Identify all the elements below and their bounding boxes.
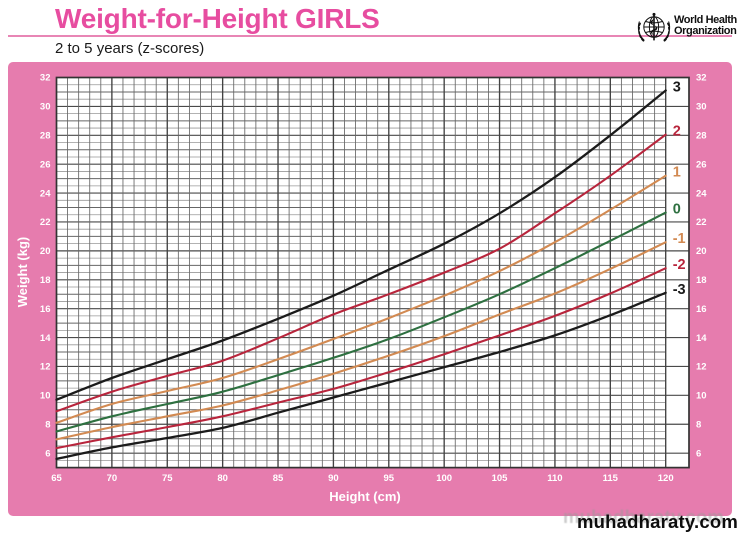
y-tick-left: 12: [40, 362, 51, 373]
y-tick-left: 28: [40, 130, 51, 141]
plot-border: [55, 76, 690, 469]
page-title: Weight-for-Height GIRLS: [55, 3, 380, 34]
y-tick-left: 18: [40, 275, 51, 286]
y-tick-right: 6: [696, 448, 701, 459]
x-tick: 105: [492, 473, 509, 484]
x-tick: 115: [603, 473, 619, 484]
y-tick-right: 10: [696, 391, 707, 402]
who-logo-line2: Organization: [674, 25, 737, 37]
curve-z-1: [55, 241, 667, 441]
who-logo-text: World Health Organization: [674, 15, 737, 37]
z-label--1: -1: [673, 231, 686, 247]
who-logo-line1: World Health: [674, 14, 737, 26]
z-label--3: -3: [673, 282, 686, 298]
chart-subtitle: 2 to 5 years (z-scores): [55, 40, 205, 57]
x-axis-title: Height (cm): [329, 489, 401, 504]
z-score-curves: [55, 89, 667, 461]
x-tick: 95: [384, 473, 395, 484]
who-emblem-icon: [637, 12, 671, 42]
curve-z-3: [55, 291, 667, 461]
z-label-1: 1: [673, 165, 681, 181]
y-tick-left: 10: [40, 391, 51, 402]
z-label--2: -2: [673, 257, 686, 273]
y-tick-right: 22: [696, 217, 707, 228]
y-tick-right: 18: [696, 275, 707, 286]
title-rule: [8, 35, 732, 37]
y-tick-left: 22: [40, 217, 51, 228]
y-tick-right: 14: [696, 333, 707, 344]
watermark-ghost: muhadharaty.com: [563, 506, 724, 527]
z-score-labels: 3 2 1 0 -1 -2 -3: [673, 80, 686, 298]
y-tick-right: 8: [696, 419, 701, 430]
x-tick: 65: [51, 473, 62, 484]
z-label-2: 2: [673, 124, 681, 140]
x-tick: 110: [547, 473, 562, 484]
y-tick-right: 12: [696, 362, 707, 373]
curve-z1: [55, 174, 667, 424]
curve-z-2: [55, 267, 667, 450]
watermark: muhadharaty.com: [577, 511, 738, 532]
y-tick-right: 28: [696, 130, 707, 141]
curve-z2: [55, 133, 667, 413]
y-tick-right: 30: [696, 102, 707, 113]
x-tick-labels: 65 70 75 80 85 90 95 100 105 110 115 120: [51, 473, 673, 484]
grid: [56, 77, 689, 468]
y-tick-left: 6: [45, 448, 50, 459]
z-label-0: 0: [673, 202, 681, 218]
curve-z3: [55, 89, 667, 401]
y-tick-right: 16: [696, 304, 707, 315]
x-tick: 85: [273, 473, 284, 484]
x-tick: 120: [658, 473, 674, 484]
x-tick: 80: [217, 473, 228, 484]
y-tick-right: 32: [696, 73, 707, 84]
curve-z0: [55, 211, 667, 433]
x-tick: 100: [436, 473, 452, 484]
x-tick: 90: [328, 473, 339, 484]
x-tick: 70: [107, 473, 118, 484]
y-tick-left: 20: [40, 246, 51, 257]
who-logo: World Health Organization: [636, 11, 740, 47]
y-tick-right: 24: [696, 188, 707, 199]
z-label-3: 3: [673, 80, 681, 96]
y-tick-left: 32: [40, 73, 51, 84]
y-tick-left: 30: [40, 102, 51, 113]
y-tick-left: 24: [40, 188, 51, 199]
y-tick-right: 26: [696, 159, 707, 170]
y-axis-title: Weight (kg): [15, 237, 30, 308]
y-tick-left: 14: [40, 333, 51, 344]
x-tick: 75: [162, 473, 173, 484]
y-tick-left: 8: [45, 419, 50, 430]
y-tick-left: 26: [40, 159, 51, 170]
y-tick-left: 16: [40, 304, 51, 315]
y-tick-right: 20: [696, 246, 707, 257]
